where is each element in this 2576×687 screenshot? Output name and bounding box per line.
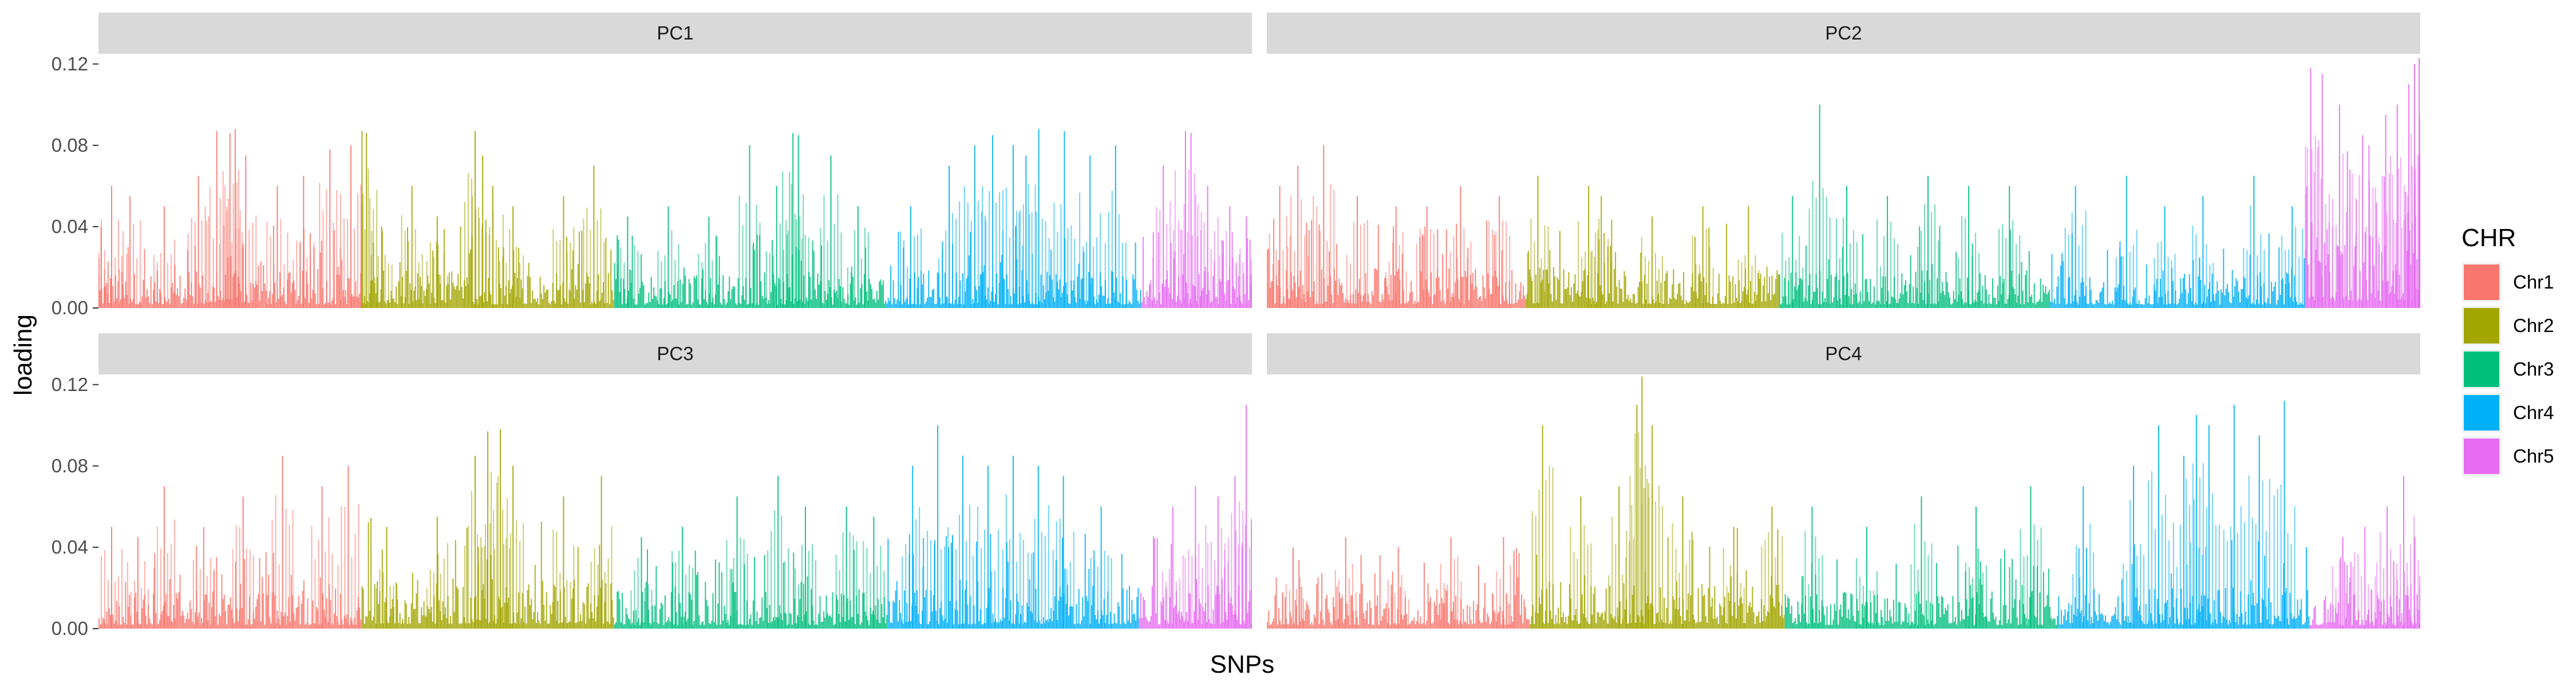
bars-pc2-chr5 — [2305, 58, 2420, 308]
legend-title: CHR — [2462, 224, 2516, 252]
legend-swatch-chr2 — [2464, 308, 2499, 344]
bars-pc1-chr3 — [614, 133, 886, 308]
bars-pc4-chr2 — [1530, 376, 1785, 629]
legend-label-chr4: Chr4 — [2513, 402, 2554, 423]
facet-strip — [98, 13, 1252, 54]
bars-pc3-chr1 — [98, 456, 362, 629]
bars-pc3-chr5 — [1139, 405, 1252, 629]
facet-strip-label: PC1 — [657, 22, 693, 44]
plot-area — [1267, 374, 2420, 629]
legend-swatch-chr4 — [2464, 395, 2499, 431]
legend-label-chr5: Chr5 — [2513, 445, 2554, 467]
bars-pc4-chr4 — [2058, 401, 2310, 629]
y-tick-label: 0.00 — [52, 297, 88, 318]
bars-pc2-chr4 — [2050, 176, 2305, 308]
facet-strip-label: PC3 — [657, 343, 693, 364]
bars-pc2-chr1 — [1267, 145, 1526, 308]
bars-pc1-chr5 — [1141, 131, 1252, 308]
bars-pc1-chr2 — [361, 131, 614, 308]
y-axes: 0.00 0.04 0.08 0.12 0.00 0.04 0.08 0.12 — [52, 53, 98, 639]
bars-pc2-chr2 — [1525, 176, 1779, 308]
y-tick-label: 0.08 — [52, 455, 88, 476]
bars-pc2-chr3 — [1779, 104, 2050, 308]
legend-swatch-chr1 — [2464, 264, 2499, 300]
panel-pc1: PC1 — [98, 13, 1252, 308]
legend-swatch-chr3 — [2464, 352, 2499, 387]
bars-pc1-chr4 — [885, 129, 1141, 308]
legend-label-chr3: Chr3 — [2513, 358, 2554, 380]
x-axis-title: SNPs — [1210, 650, 1274, 678]
legend-label-chr1: Chr1 — [2513, 271, 2554, 293]
legend: CHR Chr1 Chr2 Chr3 Chr4 Chr5 — [2462, 224, 2554, 476]
panel-pc2: PC2 — [1267, 13, 2420, 308]
facet-strip-label: PC4 — [1825, 343, 1862, 364]
y-tick-label: 0.00 — [52, 618, 88, 639]
y-axis-title: loading — [9, 314, 37, 396]
y-tick-label: 0.08 — [52, 135, 88, 156]
bars-pc3-chr3 — [614, 476, 888, 629]
bars-pc4-chr5 — [2309, 476, 2420, 629]
y-tick-label: 0.04 — [52, 536, 88, 558]
bars-pc3-chr4 — [887, 425, 1139, 629]
legend-swatch-chr5 — [2464, 439, 2499, 474]
facet-strip — [1267, 333, 2420, 374]
y-tick-label: 0.12 — [52, 53, 88, 74]
y-tick-label: 0.04 — [52, 216, 88, 237]
facet-strip — [1267, 13, 2420, 54]
bars-pc4-chr1 — [1267, 537, 1530, 629]
bars-pc1-chr1 — [98, 129, 362, 308]
bars-pc3-chr2 — [361, 429, 614, 629]
panel-pc3: PC3 — [98, 333, 1252, 629]
y-tick-label: 0.12 — [52, 374, 88, 395]
facet-strip — [98, 333, 1252, 374]
panel-pc4: PC4 — [1267, 333, 2420, 629]
facet-panels: PC1 PC2 PC3 PC4 — [98, 13, 2420, 629]
legend-label-chr2: Chr2 — [2513, 315, 2554, 336]
facet-strip-label: PC2 — [1825, 22, 1862, 44]
bars-pc4-chr3 — [1784, 486, 2059, 629]
